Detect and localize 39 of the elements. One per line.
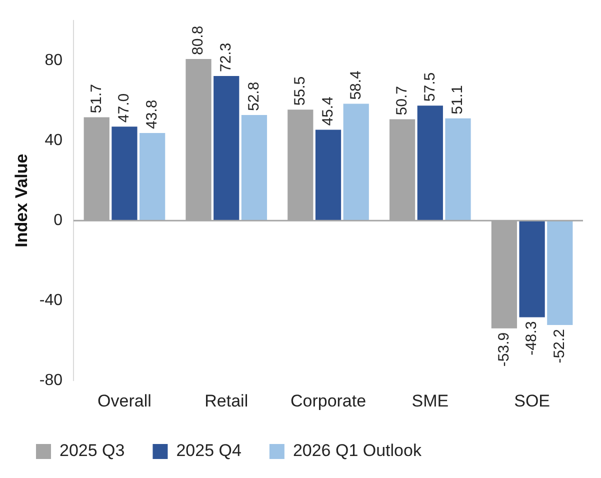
bar (241, 115, 268, 221)
y-axis-title: Index Value (12, 154, 31, 248)
y-tick-label: -80 (39, 372, 63, 390)
data-label: -52.2 (551, 329, 568, 364)
legend-label: 2025 Q4 (176, 441, 242, 460)
data-label: 51.7 (88, 84, 105, 114)
x-tick-label: SOE (514, 391, 550, 410)
data-label: 80.8 (190, 26, 207, 55)
data-label: 55.5 (292, 76, 309, 106)
legend-label: 2026 Q1 Outlook (292, 441, 422, 460)
bar (445, 118, 471, 221)
x-tick-label: SME (412, 391, 449, 410)
bar (112, 126, 138, 221)
y-tick-label: 0 (54, 212, 63, 230)
bar (214, 76, 240, 221)
x-tick-label: Overall (98, 391, 152, 410)
data-label: 50.7 (393, 86, 410, 116)
data-label: 47.0 (116, 93, 133, 123)
data-label: -48.3 (523, 321, 540, 356)
bar (315, 130, 342, 221)
legend-label: 2025 Q3 (60, 441, 125, 460)
x-tick-label: Corporate (290, 391, 366, 410)
data-label: 52.8 (245, 82, 262, 111)
y-tick-label: -40 (39, 292, 63, 310)
data-label: 57.5 (421, 72, 438, 102)
x-tick-label: Retail (204, 391, 248, 410)
data-label: 43.8 (143, 100, 160, 129)
y-tick-label: 40 (44, 132, 63, 150)
data-label: 45.4 (319, 96, 336, 126)
data-label: 58.4 (347, 70, 364, 100)
data-label: 72.3 (218, 42, 235, 72)
bar (140, 133, 166, 221)
bar (547, 220, 573, 325)
data-label: -53.9 (495, 332, 512, 367)
y-tick-label: 80 (44, 52, 63, 70)
bar (519, 220, 545, 318)
bar (417, 106, 443, 221)
bar (343, 104, 369, 221)
data-label: 51.1 (449, 85, 466, 114)
